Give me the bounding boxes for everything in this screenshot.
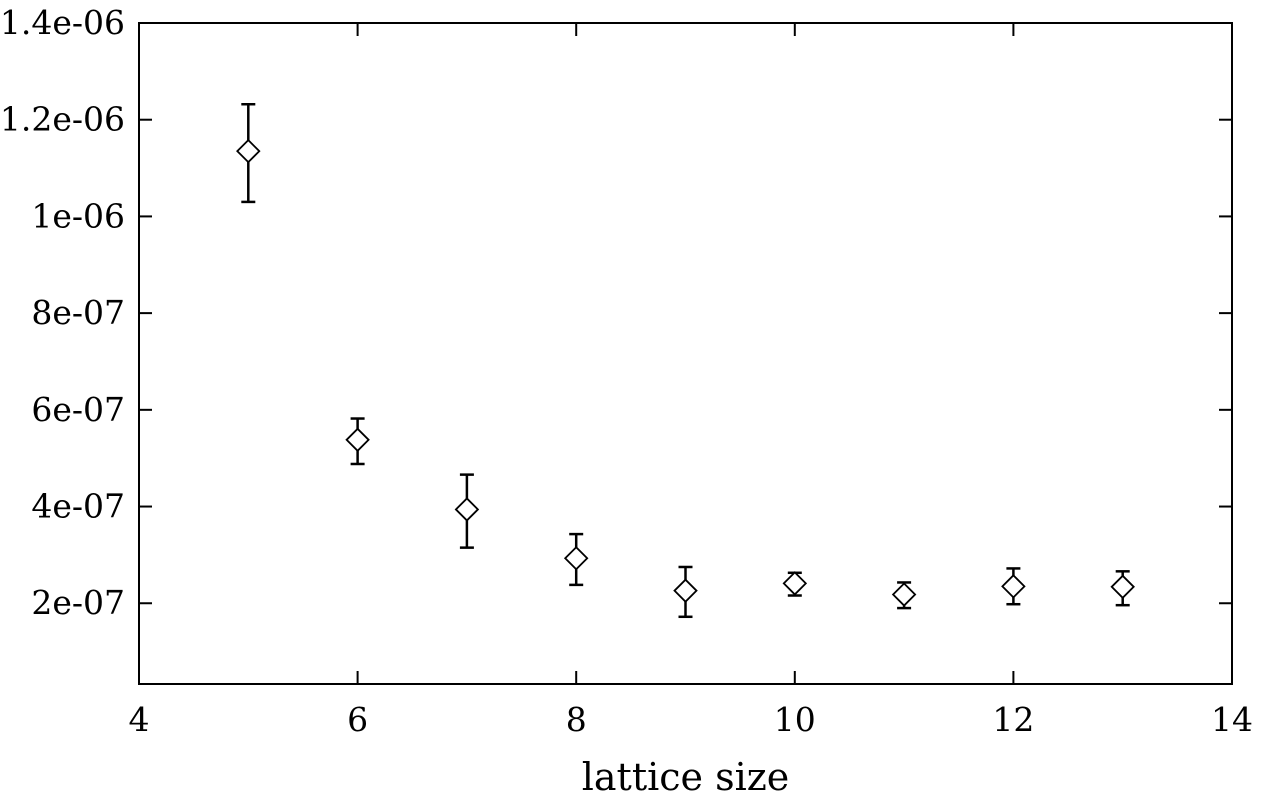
data-point [563,532,589,587]
y-tick-label: 1.2e-06 [0,100,125,139]
diamond-marker [1001,574,1026,599]
x-tick-label: 10 [774,700,816,739]
y-tick-label: 2e-07 [31,583,125,622]
data-point [1110,570,1135,607]
x-tick-label: 8 [566,700,587,739]
y-tick-label: 1.4e-06 [0,3,125,42]
x-tick-label: 14 [1211,700,1253,739]
diamond-marker [891,582,917,607]
x-axis-label: lattice size [582,755,790,799]
y-tick-label: 6e-07 [31,390,125,429]
data-point [891,581,917,610]
data-marks [236,102,1135,619]
y-tick-label: 1e-06 [31,196,125,235]
plot-frame [138,22,1233,685]
data-point [345,417,370,466]
diamond-marker [1110,574,1135,600]
data-point [236,102,261,204]
x-tick-label: 6 [347,700,368,739]
data-point [454,473,480,549]
diamond-marker [236,138,261,164]
data-point [1001,567,1026,606]
y-tick-label: 4e-07 [31,487,125,526]
x-tick-label: 4 [129,700,150,739]
diamond-marker [782,571,808,596]
diamond-marker [345,427,370,453]
axis-tick-labels: 4 6 8 10 12 14 2e-07 4e-07 6e-07 8e-07 1e-06 1.2e-0… [0,3,1253,739]
diamond-marker [454,497,480,522]
diamond-marker [673,578,698,603]
data-point [782,571,808,597]
data-point [673,565,698,619]
diamond-marker [563,546,589,571]
y-tick-label: 8e-07 [31,293,125,332]
x-tick-label: 12 [992,700,1034,739]
